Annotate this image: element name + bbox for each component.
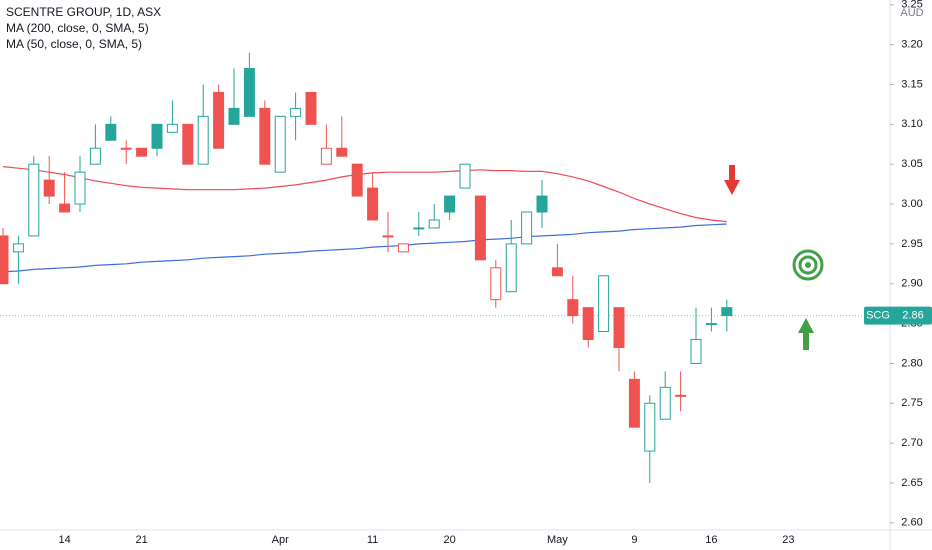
candle-body — [274, 115, 286, 173]
ma-line — [2, 166, 727, 223]
candle-body — [228, 107, 240, 125]
ma-line — [2, 223, 727, 273]
candle-body — [582, 307, 594, 341]
candle-body — [290, 107, 302, 117]
x-tick-label: 23 — [782, 534, 794, 546]
candle-body — [490, 267, 502, 301]
candle-body — [243, 68, 255, 117]
down-arrow — [724, 165, 740, 195]
candle-body — [367, 187, 379, 221]
candle-body — [351, 163, 363, 197]
candle-body — [675, 394, 687, 397]
y-tick-label: 3.20 — [901, 39, 922, 51]
candle-body — [28, 163, 40, 237]
candle-body — [505, 243, 517, 293]
legend-entry: MA (200, close, 0, SMA, 5) — [6, 21, 149, 35]
y-tick-label: 3.15 — [901, 78, 922, 90]
candle-body — [213, 91, 225, 149]
candle-body — [74, 171, 86, 205]
up-arrow — [798, 318, 814, 350]
candle-body — [613, 307, 625, 348]
x-tick-label: 16 — [705, 534, 717, 546]
candle-body — [259, 107, 271, 165]
candle-body — [320, 147, 332, 165]
chart-title: SCENTRE GROUP, 1D, ASX — [6, 5, 161, 19]
candle-body — [43, 179, 55, 197]
x-tick-label: 11 — [367, 534, 378, 546]
x-tick-label: 14 — [58, 534, 70, 546]
y-tick-label: 2.75 — [901, 397, 922, 409]
candle-body — [120, 147, 132, 150]
candle-body — [89, 147, 101, 165]
candle-body — [136, 147, 148, 157]
y-tick-label: 2.80 — [901, 357, 922, 369]
candle-body — [705, 323, 717, 326]
candle-body — [721, 307, 733, 317]
last-price-symbol: SCG — [866, 310, 890, 322]
candle-body — [197, 115, 209, 165]
candle-body — [336, 147, 348, 157]
candle-body — [182, 123, 194, 165]
candle-body — [459, 163, 471, 189]
candle-body — [151, 123, 163, 149]
x-tick-label: 21 — [135, 534, 147, 546]
candle-body — [628, 378, 640, 428]
last-price-tag — [864, 306, 932, 325]
x-tick-label: 20 — [443, 534, 455, 546]
candle-body — [444, 195, 456, 213]
x-tick-label: 9 — [631, 534, 637, 546]
candle-body — [0, 235, 9, 285]
candle-body — [659, 386, 671, 420]
y-tick-label: 3.00 — [901, 198, 922, 210]
candle-body — [413, 227, 425, 230]
y-tick-label: 2.60 — [901, 517, 922, 529]
y-tick-label: 2.90 — [901, 278, 922, 290]
candle-body — [521, 211, 533, 245]
candle-body — [305, 91, 317, 125]
y-tick-label: 3.05 — [901, 158, 922, 170]
y-tick-label: 3.25 — [901, 0, 922, 11]
candle-body — [105, 123, 117, 141]
candle-body — [644, 402, 656, 452]
target-icon — [792, 249, 824, 281]
candle-body — [166, 123, 178, 133]
candle-body — [536, 195, 548, 213]
y-tick-label: 3.10 — [901, 118, 922, 130]
candle-body — [598, 275, 610, 333]
x-tick-label: May — [547, 534, 568, 546]
candle-body — [397, 243, 409, 253]
legend-entry: MA (50, close, 0, SMA, 5) — [6, 37, 142, 51]
candle-body — [382, 235, 394, 238]
last-price-value: 2.86 — [902, 310, 923, 322]
plot — [0, 52, 890, 483]
candle-body — [567, 299, 579, 317]
y-tick-label: 2.65 — [901, 477, 922, 489]
y-tick-label: 2.95 — [901, 238, 922, 250]
candle-body — [474, 195, 486, 261]
y-tick-label: 2.70 — [901, 437, 922, 449]
candle-body — [690, 339, 702, 364]
x-tick-label: Apr — [272, 534, 289, 546]
candle-body — [12, 243, 24, 253]
candle-body — [428, 219, 440, 229]
currency-label: AUD — [900, 7, 923, 19]
candle-body — [551, 267, 563, 277]
candle-body — [59, 203, 71, 213]
